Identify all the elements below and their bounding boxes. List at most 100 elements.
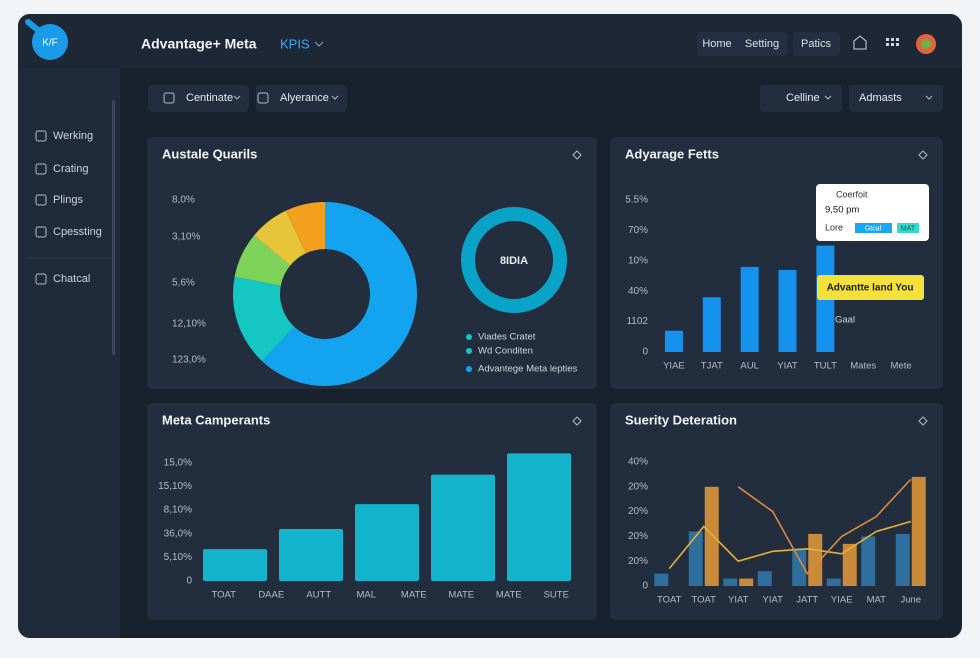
bar [688, 531, 703, 586]
x-tick-label: AUTT [306, 590, 331, 601]
y-tick-label: 20% [628, 556, 648, 567]
sidebar-icon [35, 163, 47, 175]
y-tick-label: 8,10% [164, 505, 192, 516]
line [737, 478, 912, 575]
y-tick-label: 0 [642, 347, 648, 358]
home-icon[interactable] [853, 35, 867, 50]
gauge-label: 8IDIA [500, 255, 528, 267]
filter-label: Admasts [859, 92, 902, 104]
avatar-inner [921, 39, 931, 49]
side-label: 12,10% [172, 319, 206, 330]
x-tick-label: YIAT [777, 361, 798, 372]
x-tick-label: MAT [867, 595, 887, 606]
bar [739, 578, 754, 586]
side-label: 123,0% [172, 355, 206, 366]
bar [792, 548, 807, 586]
y-tick-label: 40% [628, 286, 648, 297]
x-tick-label: MATE [448, 590, 474, 601]
y-tick-label: 1102 [626, 316, 648, 327]
logo[interactable] [32, 24, 68, 60]
filter-button[interactable] [256, 85, 347, 112]
nav-link: Setting [745, 38, 779, 50]
filter-icon [257, 92, 269, 104]
bar [431, 474, 495, 581]
tooltip-button-label: Gtcal [865, 225, 882, 232]
logo-text: K/F [42, 38, 58, 49]
donut-slice [285, 202, 325, 254]
x-tick-label: TOAT [692, 595, 717, 606]
bar [740, 266, 759, 352]
filter-icon [163, 92, 175, 104]
filter-button[interactable] [849, 85, 943, 112]
sidebar-item: Cpessting [53, 226, 102, 238]
x-tick-label: TOAT [657, 595, 682, 606]
tooltip-button[interactable] [855, 223, 892, 233]
x-tick-label: TJAT [701, 361, 723, 372]
legend-label: Wd Conditen [478, 346, 533, 357]
bar [664, 330, 683, 352]
grid-icon[interactable] [886, 38, 899, 46]
x-tick-label: TULT [814, 361, 837, 372]
panel-menu[interactable] [918, 150, 928, 160]
x-tick-label: YIAT [763, 595, 784, 606]
donut-slice [233, 276, 295, 362]
tooltip-button-label: MAT [901, 225, 916, 232]
bar [507, 453, 571, 581]
y-tick-label: 20% [628, 506, 648, 517]
chevron [824, 95, 832, 100]
x-tick-label: AUL [740, 361, 758, 372]
bar [279, 529, 343, 581]
x-tick-label: SUTE [544, 590, 569, 601]
panel-title: Suerity Deteration [625, 412, 737, 427]
legend-swatch [466, 366, 472, 372]
badge [817, 275, 924, 300]
bar [203, 549, 267, 581]
badge-label: Advantte land You [827, 283, 914, 294]
legend-swatch [466, 348, 472, 354]
panel [610, 137, 943, 389]
tooltip-button[interactable] [897, 223, 919, 233]
bar [861, 536, 876, 586]
sidebar-icon [35, 226, 47, 238]
sidebar-item: Plings [53, 194, 83, 206]
panel-menu[interactable] [572, 416, 582, 426]
y-tick-label: 5.5% [625, 195, 648, 206]
side-label: 8,0% [172, 195, 195, 206]
logo-tab [25, 19, 41, 33]
tooltip-time: 9,50 pm [825, 205, 859, 216]
side-label: 3,10% [172, 232, 200, 243]
filter-button[interactable] [148, 85, 249, 112]
bar [355, 504, 419, 581]
x-tick-label: YIAE [663, 361, 685, 372]
legend-label: Viades Cratet [478, 332, 536, 343]
bar [826, 578, 841, 586]
gauge-ring [461, 207, 567, 313]
panel [610, 403, 943, 620]
x-tick-label: YIAT [728, 595, 749, 606]
panel-menu[interactable] [918, 416, 928, 426]
chevron [314, 41, 324, 47]
panel-title: Adyarage Fetts [625, 146, 719, 161]
panel-menu[interactable] [572, 150, 582, 160]
legend-swatch [466, 334, 472, 340]
filter-label: Centinate [186, 92, 233, 104]
nav-group [697, 32, 787, 56]
sidebar-icon [35, 194, 47, 206]
filter-label: Alyerance [280, 92, 329, 104]
side-label: 5,6% [172, 278, 195, 289]
bar [723, 578, 738, 586]
kpi-dropdown[interactable]: KPIS [280, 36, 310, 51]
bar [842, 543, 857, 586]
legend-label: Gaal [835, 315, 855, 326]
bar [757, 571, 772, 586]
sidebar-item: Crating [53, 163, 88, 175]
chevron [331, 95, 339, 100]
donut-slice [234, 235, 291, 286]
filter-button[interactable] [760, 85, 842, 112]
x-tick-label: Mates [850, 361, 876, 372]
filter-label: Celline [786, 92, 820, 104]
legend-label: Advantege Meta lepties [478, 364, 578, 375]
bar [808, 533, 823, 586]
x-tick-label: MATE [401, 590, 427, 601]
